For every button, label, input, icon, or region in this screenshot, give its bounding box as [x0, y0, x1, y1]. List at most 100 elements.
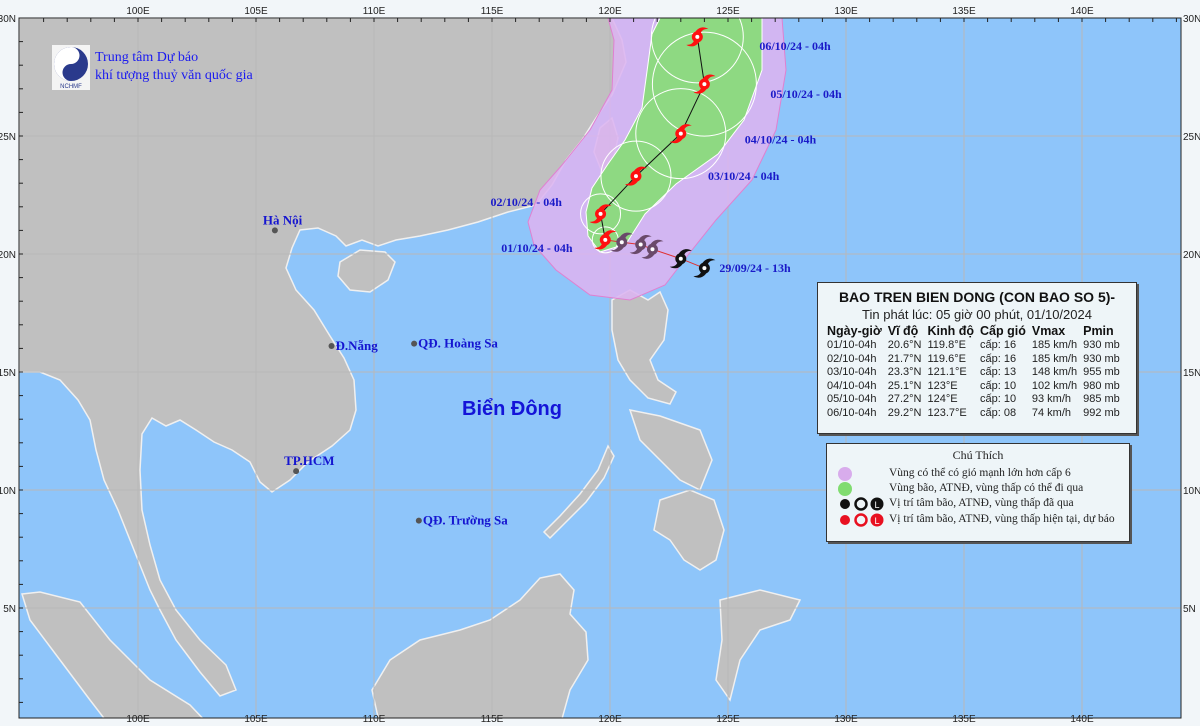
place-dot	[271, 227, 278, 234]
storm-track: 29/09/24 - 13h 01/10/24 - 04h 02/10/24 - 0…	[491, 27, 842, 278]
lon-label-top: 100E	[126, 6, 150, 17]
track-label: 03/10/24 - 04h	[708, 169, 780, 183]
lon-label-top: 110E	[363, 6, 386, 17]
org-name-line1: Trung tâm Dự báo	[95, 50, 199, 65]
table-cell: 930 mb	[1083, 352, 1120, 365]
sea-label: Biển Đông	[462, 398, 562, 420]
purple-circle-icon	[838, 467, 852, 481]
svg-text:L: L	[874, 516, 879, 526]
forecast-storm-icon	[693, 74, 716, 94]
forecast-radius-circle	[650, 18, 744, 84]
table-cell: 21.7°N	[887, 352, 922, 365]
table-cell: 03/10-04h	[827, 366, 877, 379]
lon-label-bottom: 125E	[716, 714, 740, 725]
forecast-storm-icon	[624, 166, 647, 186]
table-cell: 121.1°E	[927, 366, 967, 379]
table-row: 04/10-04h 25.1°N 123°E cấp: 10 102 km/h 980 m…	[824, 380, 1123, 394]
table-cell: 06/10-04h	[827, 406, 877, 419]
table-cell: 123.7°E	[927, 406, 967, 419]
table-cell: 955 mb	[1083, 366, 1120, 379]
column-header: Kinh độ	[927, 324, 975, 338]
table-cell: 148 km/h	[1031, 366, 1078, 379]
table-cell: 74 km/h	[1031, 406, 1071, 419]
places: Hà Nội Đ.Nẵng QĐ. Hoàng Sa TP.HCM QĐ. Trường…	[263, 212, 508, 527]
nchmf-logo: NCHMF	[52, 45, 90, 90]
legend-symbols: L L	[838, 467, 884, 527]
column-header: Cấp gió	[980, 324, 1026, 338]
black-storm-symbols-icon: L	[840, 497, 884, 511]
column-header: Ngày-giờ	[827, 324, 882, 338]
lon-label-top: 105E	[244, 6, 268, 17]
lon-label-bottom: 135E	[952, 714, 976, 725]
table-cell: 23.3°N	[887, 366, 922, 379]
svg-text:NCHMF: NCHMF	[60, 84, 82, 90]
land	[19, 18, 802, 718]
lat-label-right: 15N	[1183, 368, 1200, 379]
table-row: 02/10-04h 21.7°N 119.6°E cấp: 16 185 km/h 930…	[824, 353, 1123, 367]
lon-label-bottom: 115E	[481, 714, 504, 725]
table-cell: cấp: 13	[980, 366, 1017, 379]
info-title: BAO TREN BIEN DONG (CON BAO SO 5)-	[838, 289, 1116, 305]
past-storm-icon	[641, 239, 664, 259]
column-header: Vmax	[1031, 324, 1066, 338]
lon-label-top: 120E	[598, 6, 622, 17]
forecast-storm-icon	[594, 230, 617, 250]
place-dot	[411, 340, 418, 347]
track-label: 04/10/24 - 04h	[745, 133, 817, 147]
lat-label-left: 10N	[0, 486, 16, 497]
lon-label-top: 125E	[716, 6, 740, 17]
table-cell: 123°E	[927, 379, 958, 392]
lon-label-bottom: 110E	[363, 714, 386, 725]
table-cell: 119.6°E	[927, 352, 966, 365]
lat-label-right: 25N	[1183, 132, 1200, 143]
lon-label-top: 130E	[834, 6, 858, 17]
lat-label-left: 25N	[0, 132, 16, 143]
table-cell: 27.2°N	[887, 393, 922, 406]
column-header: Vĩ độ	[887, 324, 919, 338]
red-storm-symbols-icon: L	[840, 513, 884, 527]
table-cell: 985 mb	[1083, 393, 1120, 406]
axes: 100E 100E 105E 105E 110E 110E 115E 115E 120E 120E…	[0, 6, 1200, 725]
hainan-island	[337, 249, 396, 293]
forecast-table: Ngày-giờ Vĩ độ Kinh độ Cấp gió Vmax Pmin 01/1…	[824, 322, 1123, 421]
lat-label-right: 5N	[1183, 604, 1196, 615]
legend-item: Vùng bão, ATNĐ, vùng thấp có thể đi qua	[889, 482, 1084, 494]
table-cell: 119.8°E	[927, 339, 966, 351]
lat-label-right: 10N	[1183, 486, 1200, 497]
table-cell: 992 mb	[1083, 406, 1120, 419]
lon-label-top: 135E	[952, 6, 976, 17]
place-dot	[293, 468, 300, 475]
table-cell: cấp: 16	[980, 352, 1017, 365]
forecast-storm-icon	[669, 124, 692, 144]
place-label: QĐ. Trường Sa	[423, 513, 508, 528]
storm-info-panel: BAO TREN BIEN DONG (CON BAO SO 5)- Tin p…	[817, 282, 1137, 434]
table-row: 06/10-04h 29.2°N 123.7°E cấp: 08 74 km/h 992 …	[824, 407, 1123, 421]
lon-label-bottom: 105E	[244, 714, 268, 725]
forecast-radius-circle	[635, 88, 727, 180]
lat-label-left: 15N	[0, 368, 16, 379]
place-label: QĐ. Hoàng Sa	[418, 336, 498, 351]
mindanao-island	[653, 489, 725, 571]
forecast-zones	[527, 18, 787, 301]
track-label: 01/10/24 - 04h	[501, 241, 573, 255]
lon-label-bottom: 100E	[126, 714, 150, 725]
table-cell: 185 km/h	[1031, 339, 1078, 351]
svg-text:L: L	[874, 500, 879, 510]
luzon-island	[611, 289, 677, 405]
past-storm-icon	[669, 249, 692, 269]
place-dot	[415, 517, 422, 524]
lon-label-bottom: 130E	[834, 714, 858, 725]
track-label: 05/10/24 - 04h	[770, 87, 842, 101]
lon-label-top: 115E	[481, 6, 504, 17]
palawan-island	[542, 444, 615, 540]
track-label: 02/10/24 - 04h	[491, 195, 563, 209]
past-storm-icon	[693, 258, 716, 278]
table-cell: 980 mb	[1083, 379, 1120, 392]
table-cell: 01/10-04h	[827, 339, 877, 351]
sulawesi-island	[715, 589, 802, 702]
sumatra-island	[21, 591, 204, 718]
legend-item: Vị trí tâm bão, ATNĐ, vùng thấp hiện tại…	[889, 513, 1115, 525]
past-storm-icon	[629, 235, 652, 255]
table-cell: 04/10-04h	[827, 379, 877, 392]
place-label: Hà Nội	[263, 212, 303, 227]
